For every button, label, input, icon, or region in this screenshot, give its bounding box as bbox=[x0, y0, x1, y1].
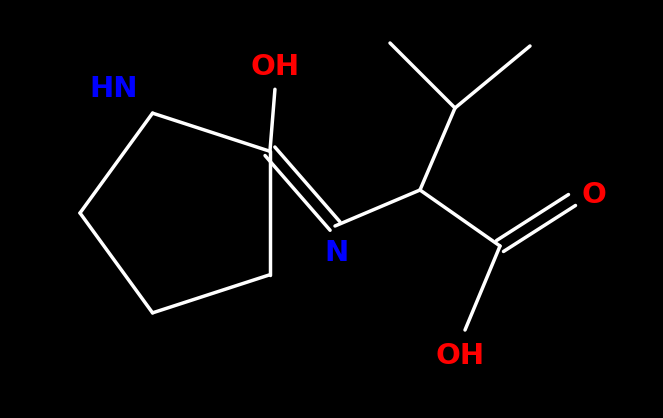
Text: OH: OH bbox=[436, 342, 485, 370]
Text: OH: OH bbox=[251, 53, 300, 81]
Text: O: O bbox=[582, 181, 607, 209]
Text: HN: HN bbox=[89, 75, 137, 103]
Text: N: N bbox=[325, 239, 349, 267]
